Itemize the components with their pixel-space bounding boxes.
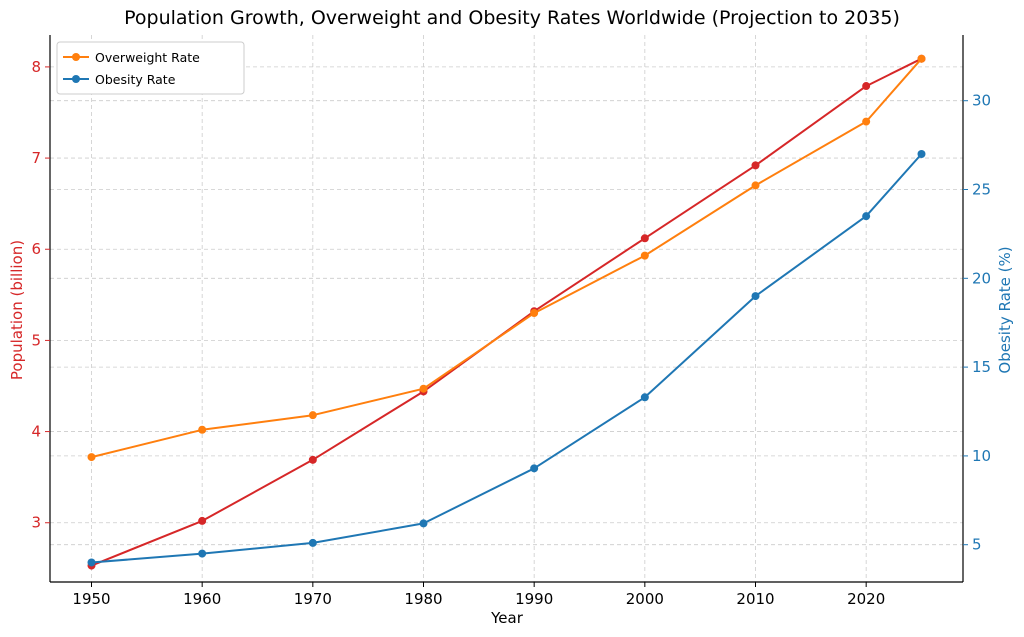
series-layer <box>87 54 926 570</box>
data-point-population <box>640 234 649 243</box>
data-point-overweight <box>751 181 760 190</box>
data-point-obesity <box>640 393 649 402</box>
chart-title: Population Growth, Overweight and Obesit… <box>124 7 900 29</box>
grid <box>50 35 963 582</box>
legend: Overweight Rate Obesity Rate <box>56 41 245 95</box>
x-tick-label: 2000 <box>626 590 664 608</box>
x-tick-label: 1950 <box>72 590 110 608</box>
x-tick-label: 1980 <box>404 590 442 608</box>
left-tick-label: 8 <box>31 58 41 76</box>
data-point-overweight <box>308 411 317 420</box>
legend-marker-overweight <box>72 53 80 61</box>
series-line-population <box>91 57 922 567</box>
data-point-obesity <box>198 549 207 558</box>
data-point-population <box>308 455 317 464</box>
right-tick-label: 20 <box>972 269 991 287</box>
data-point-obesity <box>308 538 317 547</box>
data-point-obesity <box>419 519 428 528</box>
data-point-overweight <box>917 54 926 63</box>
left-tick-label: 4 <box>31 423 41 441</box>
left-tick-label: 7 <box>31 149 41 167</box>
series-line-obesity <box>91 153 923 564</box>
right-ticks: 5 10 15 20 25 30 <box>963 92 991 554</box>
series-line-overweight <box>91 58 923 459</box>
data-point-overweight <box>640 251 649 260</box>
x-ticks: 1950 1960 1970 1980 1990 2000 2010 2020 <box>72 582 885 608</box>
left-ticks: 3 4 5 6 7 8 <box>31 58 50 532</box>
data-point-obesity <box>87 558 96 567</box>
data-point-population <box>862 82 871 91</box>
data-point-overweight <box>530 309 539 318</box>
legend-label-obesity: Obesity Rate <box>95 72 176 87</box>
data-point-obesity <box>862 212 871 221</box>
left-tick-label: 6 <box>31 240 41 258</box>
right-tick-label: 15 <box>972 358 991 376</box>
data-point-obesity <box>751 292 760 301</box>
left-tick-label: 3 <box>31 514 41 532</box>
left-tick-label: 5 <box>31 331 41 349</box>
data-point-population <box>198 516 207 525</box>
right-tick-label: 10 <box>972 447 991 465</box>
legend-box <box>56 41 245 95</box>
right-tick-label: 25 <box>972 181 991 199</box>
legend-marker-obesity <box>72 75 80 83</box>
x-tick-label: 2020 <box>847 590 885 608</box>
right-axis-label: Obesity Rate (%) <box>996 246 1014 373</box>
data-point-overweight <box>198 425 207 434</box>
x-tick-label: 2010 <box>736 590 774 608</box>
x-tick-label: 1960 <box>183 590 221 608</box>
x-tick-label: 1970 <box>294 590 332 608</box>
right-tick-label: 30 <box>972 92 991 110</box>
data-point-overweight <box>862 117 871 126</box>
legend-label-overweight: Overweight Rate <box>95 50 200 65</box>
data-point-overweight <box>419 384 428 393</box>
data-point-overweight <box>87 453 96 462</box>
data-point-obesity <box>530 464 539 473</box>
right-tick-label: 5 <box>972 536 982 554</box>
data-point-population <box>751 161 760 170</box>
left-axis-label: Population (billion) <box>8 240 26 380</box>
data-point-obesity <box>917 149 926 158</box>
x-tick-label: 1990 <box>515 590 553 608</box>
x-axis-label: Year <box>490 609 524 627</box>
